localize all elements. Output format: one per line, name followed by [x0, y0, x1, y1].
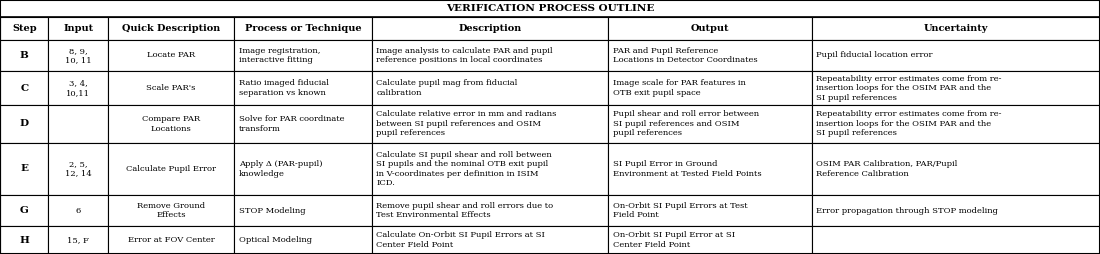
- Text: SI Pupil Error in Ground
Environment at Tested Field Points: SI Pupil Error in Ground Environment at …: [613, 160, 761, 178]
- Bar: [234, 40, 372, 71]
- Bar: [812, 195, 1100, 226]
- Bar: [108, 17, 234, 40]
- Text: Remove pupil shear and roll errors due to
Test Environmental Effects: Remove pupil shear and roll errors due t…: [376, 202, 553, 219]
- Text: 6: 6: [76, 207, 80, 215]
- Bar: [0, 17, 48, 40]
- Bar: [48, 17, 108, 40]
- Text: G: G: [20, 206, 29, 215]
- Text: 3, 4,
10,11: 3, 4, 10,11: [66, 79, 90, 97]
- Bar: [234, 71, 372, 105]
- Bar: [812, 17, 1100, 40]
- Bar: [48, 105, 108, 143]
- Text: Solve for PAR coordinate
transform: Solve for PAR coordinate transform: [239, 115, 344, 133]
- Text: Scale PAR's: Scale PAR's: [146, 84, 196, 92]
- Bar: [608, 226, 812, 254]
- Text: Calculate Pupil Error: Calculate Pupil Error: [126, 165, 216, 173]
- Bar: [234, 226, 372, 254]
- Bar: [0, 71, 48, 105]
- Bar: [608, 105, 812, 143]
- Text: Uncertainty: Uncertainty: [924, 24, 988, 33]
- Bar: [0, 195, 48, 226]
- Text: 8, 9,
10, 11: 8, 9, 10, 11: [65, 47, 91, 64]
- Text: Optical Modeling: Optical Modeling: [239, 236, 311, 244]
- Bar: [608, 17, 812, 40]
- Bar: [372, 195, 608, 226]
- Text: E: E: [20, 164, 29, 173]
- Text: Input: Input: [63, 24, 94, 33]
- Bar: [812, 226, 1100, 254]
- Bar: [108, 105, 234, 143]
- Text: D: D: [20, 119, 29, 128]
- Text: B: B: [20, 51, 29, 60]
- Bar: [48, 40, 108, 71]
- Text: Calculate pupil mag from fiducial
calibration: Calculate pupil mag from fiducial calibr…: [376, 79, 518, 97]
- Text: OSIM PAR Calibration, PAR/Pupil
Reference Calibration: OSIM PAR Calibration, PAR/Pupil Referenc…: [816, 160, 958, 178]
- Text: Repeatability error estimates come from re-
insertion loops for the OSIM PAR and: Repeatability error estimates come from …: [816, 110, 1002, 137]
- Text: Error propagation through STOP modeling: Error propagation through STOP modeling: [816, 207, 998, 215]
- Text: Calculate SI pupil shear and roll between
SI pupils and the nominal OTB exit pup: Calculate SI pupil shear and roll betwee…: [376, 151, 552, 187]
- Text: Description: Description: [459, 24, 521, 33]
- Bar: [372, 17, 608, 40]
- Text: Error at FOV Center: Error at FOV Center: [128, 236, 214, 244]
- Text: PAR and Pupil Reference
Locations in Detector Coordinates: PAR and Pupil Reference Locations in Det…: [613, 47, 757, 64]
- Bar: [608, 195, 812, 226]
- Bar: [108, 71, 234, 105]
- Text: Apply Δ (PAR-pupil)
knowledge: Apply Δ (PAR-pupil) knowledge: [239, 160, 322, 178]
- Text: Output: Output: [691, 24, 729, 33]
- Text: Process or Technique: Process or Technique: [244, 24, 362, 33]
- Text: Calculate relative error in mm and radians
between SI pupil references and OSIM
: Calculate relative error in mm and radia…: [376, 110, 557, 137]
- Text: Repeatability error estimates come from re-
insertion loops for the OSIM PAR and: Repeatability error estimates come from …: [816, 75, 1002, 102]
- Bar: [234, 105, 372, 143]
- Text: Locate PAR: Locate PAR: [147, 52, 195, 59]
- Bar: [234, 17, 372, 40]
- Bar: [608, 40, 812, 71]
- Bar: [372, 40, 608, 71]
- Text: On-Orbit SI Pupil Errors at Test
Field Point: On-Orbit SI Pupil Errors at Test Field P…: [613, 202, 747, 219]
- Bar: [234, 195, 372, 226]
- Bar: [108, 143, 234, 195]
- Text: Ratio imaged fiducial
separation vs known: Ratio imaged fiducial separation vs know…: [239, 79, 329, 97]
- Text: Compare PAR
Locations: Compare PAR Locations: [142, 115, 200, 133]
- Text: 15, F: 15, F: [67, 236, 89, 244]
- Bar: [372, 105, 608, 143]
- Text: STOP Modeling: STOP Modeling: [239, 207, 306, 215]
- Text: Image scale for PAR features in
OTB exit pupil space: Image scale for PAR features in OTB exit…: [613, 79, 746, 97]
- Text: Quick Description: Quick Description: [122, 24, 220, 33]
- Bar: [372, 226, 608, 254]
- Bar: [0, 143, 48, 195]
- Bar: [0, 105, 48, 143]
- Bar: [812, 143, 1100, 195]
- Bar: [812, 105, 1100, 143]
- Text: Image analysis to calculate PAR and pupil
reference positions in local coordinat: Image analysis to calculate PAR and pupi…: [376, 47, 553, 64]
- Bar: [48, 71, 108, 105]
- Bar: [234, 143, 372, 195]
- Text: Remove Ground
Effects: Remove Ground Effects: [138, 202, 205, 219]
- Text: Calculate On-Orbit SI Pupil Errors at SI
Center Field Point: Calculate On-Orbit SI Pupil Errors at SI…: [376, 231, 546, 249]
- Text: Image registration,
interactive fitting: Image registration, interactive fitting: [239, 47, 320, 64]
- Bar: [48, 143, 108, 195]
- Bar: [0, 0, 1100, 17]
- Text: Pupil fiducial location error: Pupil fiducial location error: [816, 52, 933, 59]
- Bar: [372, 71, 608, 105]
- Text: C: C: [20, 84, 29, 93]
- Text: Step: Step: [12, 24, 36, 33]
- Bar: [108, 195, 234, 226]
- Bar: [372, 143, 608, 195]
- Bar: [0, 226, 48, 254]
- Bar: [812, 40, 1100, 71]
- Bar: [812, 71, 1100, 105]
- Bar: [608, 143, 812, 195]
- Bar: [48, 195, 108, 226]
- Bar: [0, 40, 48, 71]
- Bar: [108, 40, 234, 71]
- Bar: [608, 71, 812, 105]
- Bar: [108, 226, 234, 254]
- Text: 2, 5,
12, 14: 2, 5, 12, 14: [65, 160, 91, 178]
- Text: VERIFICATION PROCESS OUTLINE: VERIFICATION PROCESS OUTLINE: [446, 4, 654, 13]
- Text: On-Orbit SI Pupil Error at SI
Center Field Point: On-Orbit SI Pupil Error at SI Center Fie…: [613, 231, 735, 249]
- Text: Pupil shear and roll error between
SI pupil references and OSIM
pupil references: Pupil shear and roll error between SI pu…: [613, 110, 759, 137]
- Text: H: H: [20, 236, 29, 245]
- Bar: [48, 226, 108, 254]
